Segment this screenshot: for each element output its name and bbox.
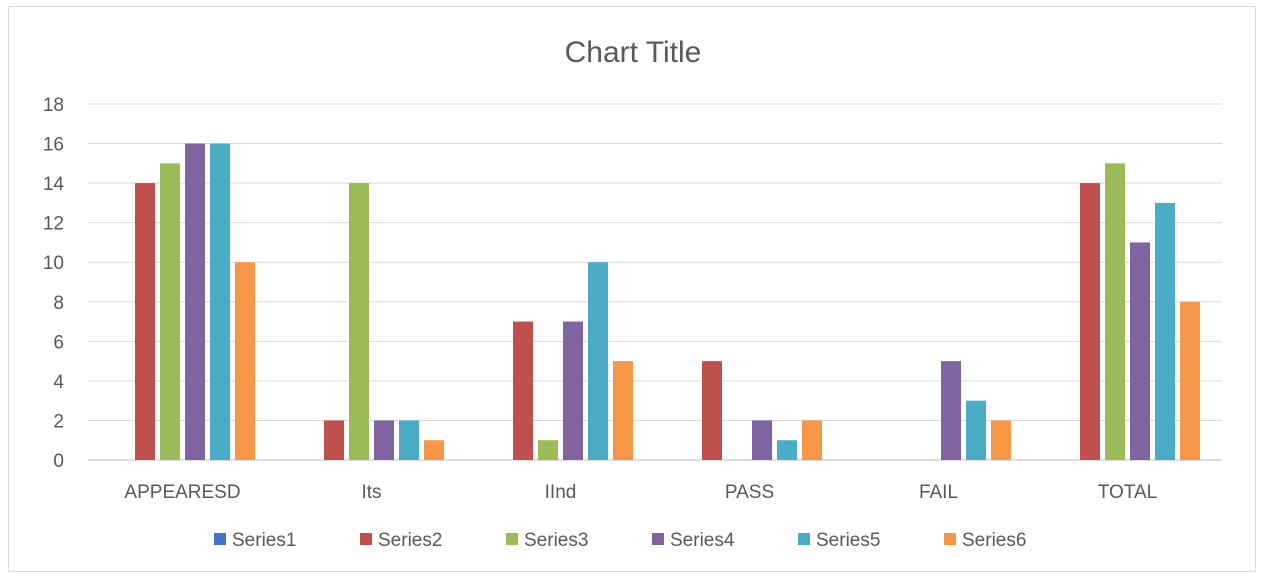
legend-label-series4: Series4 — [670, 530, 735, 551]
bar-series6-appearesd — [235, 262, 255, 460]
legend-swatch-series4 — [652, 533, 664, 545]
x-tick-label: TOTAL — [1098, 482, 1157, 503]
legend-label-series6: Series6 — [962, 530, 1026, 551]
bar-series3-its — [349, 183, 369, 460]
bar-series2-appearesd — [135, 183, 155, 460]
y-tick-label: 2 — [53, 411, 64, 432]
y-tick-label: 8 — [53, 293, 64, 314]
gridlines — [88, 103, 1222, 461]
legend-label-series1: Series1 — [232, 530, 296, 551]
bar-series5-iind — [588, 262, 608, 460]
chart-title: Chart Title — [565, 36, 702, 69]
bar-series6-iind — [613, 361, 633, 460]
y-tick-label: 16 — [43, 135, 64, 156]
y-axis: 0 2 4 6 8 10 12 14 16 18 — [43, 95, 65, 472]
bar-series3-iind — [538, 440, 558, 460]
bar-series3-appearesd — [160, 163, 180, 461]
bar-series3-total — [1105, 163, 1125, 461]
bar-series2-iind — [513, 321, 533, 460]
y-tick-label: 0 — [53, 451, 64, 472]
x-axis: APPEARESD Its IInd PASS FAIL TOTAL — [124, 482, 1157, 503]
y-tick-label: 4 — [53, 372, 64, 393]
bar-series2-total — [1080, 183, 1100, 460]
bar-series5-fail — [966, 400, 986, 460]
y-tick-label: 12 — [43, 214, 64, 235]
legend-label-series3: Series3 — [524, 530, 588, 551]
x-tick-label: PASS — [725, 482, 774, 503]
bar-series4-iind — [563, 321, 583, 460]
legend-swatch-series6 — [944, 533, 956, 545]
bar-series6-total — [1180, 301, 1200, 460]
y-tick-label: 18 — [43, 95, 64, 116]
bar-series2-pass — [702, 361, 722, 460]
bar-series6-its — [424, 440, 444, 460]
legend-swatch-series5 — [798, 533, 810, 545]
x-tick-label: FAIL — [919, 482, 958, 503]
legend-swatch-series3 — [506, 533, 518, 545]
y-tick-label: 6 — [53, 332, 64, 353]
bar-series5-pass — [777, 440, 797, 460]
x-tick-label: IInd — [545, 482, 577, 503]
bar-series6-pass — [802, 420, 822, 460]
bar-series4-fail — [941, 361, 961, 460]
bar-series4-pass — [752, 420, 772, 460]
y-tick-label: 10 — [43, 253, 64, 274]
bar-series4-appearesd — [185, 143, 205, 461]
bar-series5-appearesd — [210, 143, 230, 461]
bar-series4-its — [374, 420, 394, 460]
legend-label-series5: Series5 — [816, 530, 880, 551]
x-tick-label: Its — [361, 482, 381, 503]
x-tick-label: APPEARESD — [124, 482, 240, 503]
legend: Series1 Series2 Series3 Series4 Series5 Serie… — [214, 530, 1026, 551]
bar-series5-its — [399, 420, 419, 460]
legend-swatch-series2 — [360, 533, 372, 545]
bar-series4-total — [1130, 242, 1150, 460]
bar-series2-its — [324, 420, 344, 460]
bar-series5-total — [1155, 202, 1175, 460]
legend-label-series2: Series2 — [378, 530, 442, 551]
y-tick-label: 14 — [43, 174, 65, 195]
bar-series6-fail — [991, 420, 1011, 460]
legend-swatch-series1 — [214, 533, 226, 545]
bars — [135, 143, 1200, 461]
